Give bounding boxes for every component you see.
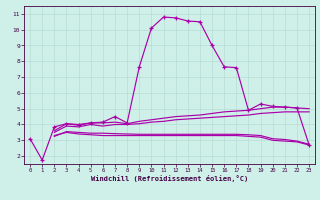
X-axis label: Windchill (Refroidissement éolien,°C): Windchill (Refroidissement éolien,°C)	[91, 175, 248, 182]
